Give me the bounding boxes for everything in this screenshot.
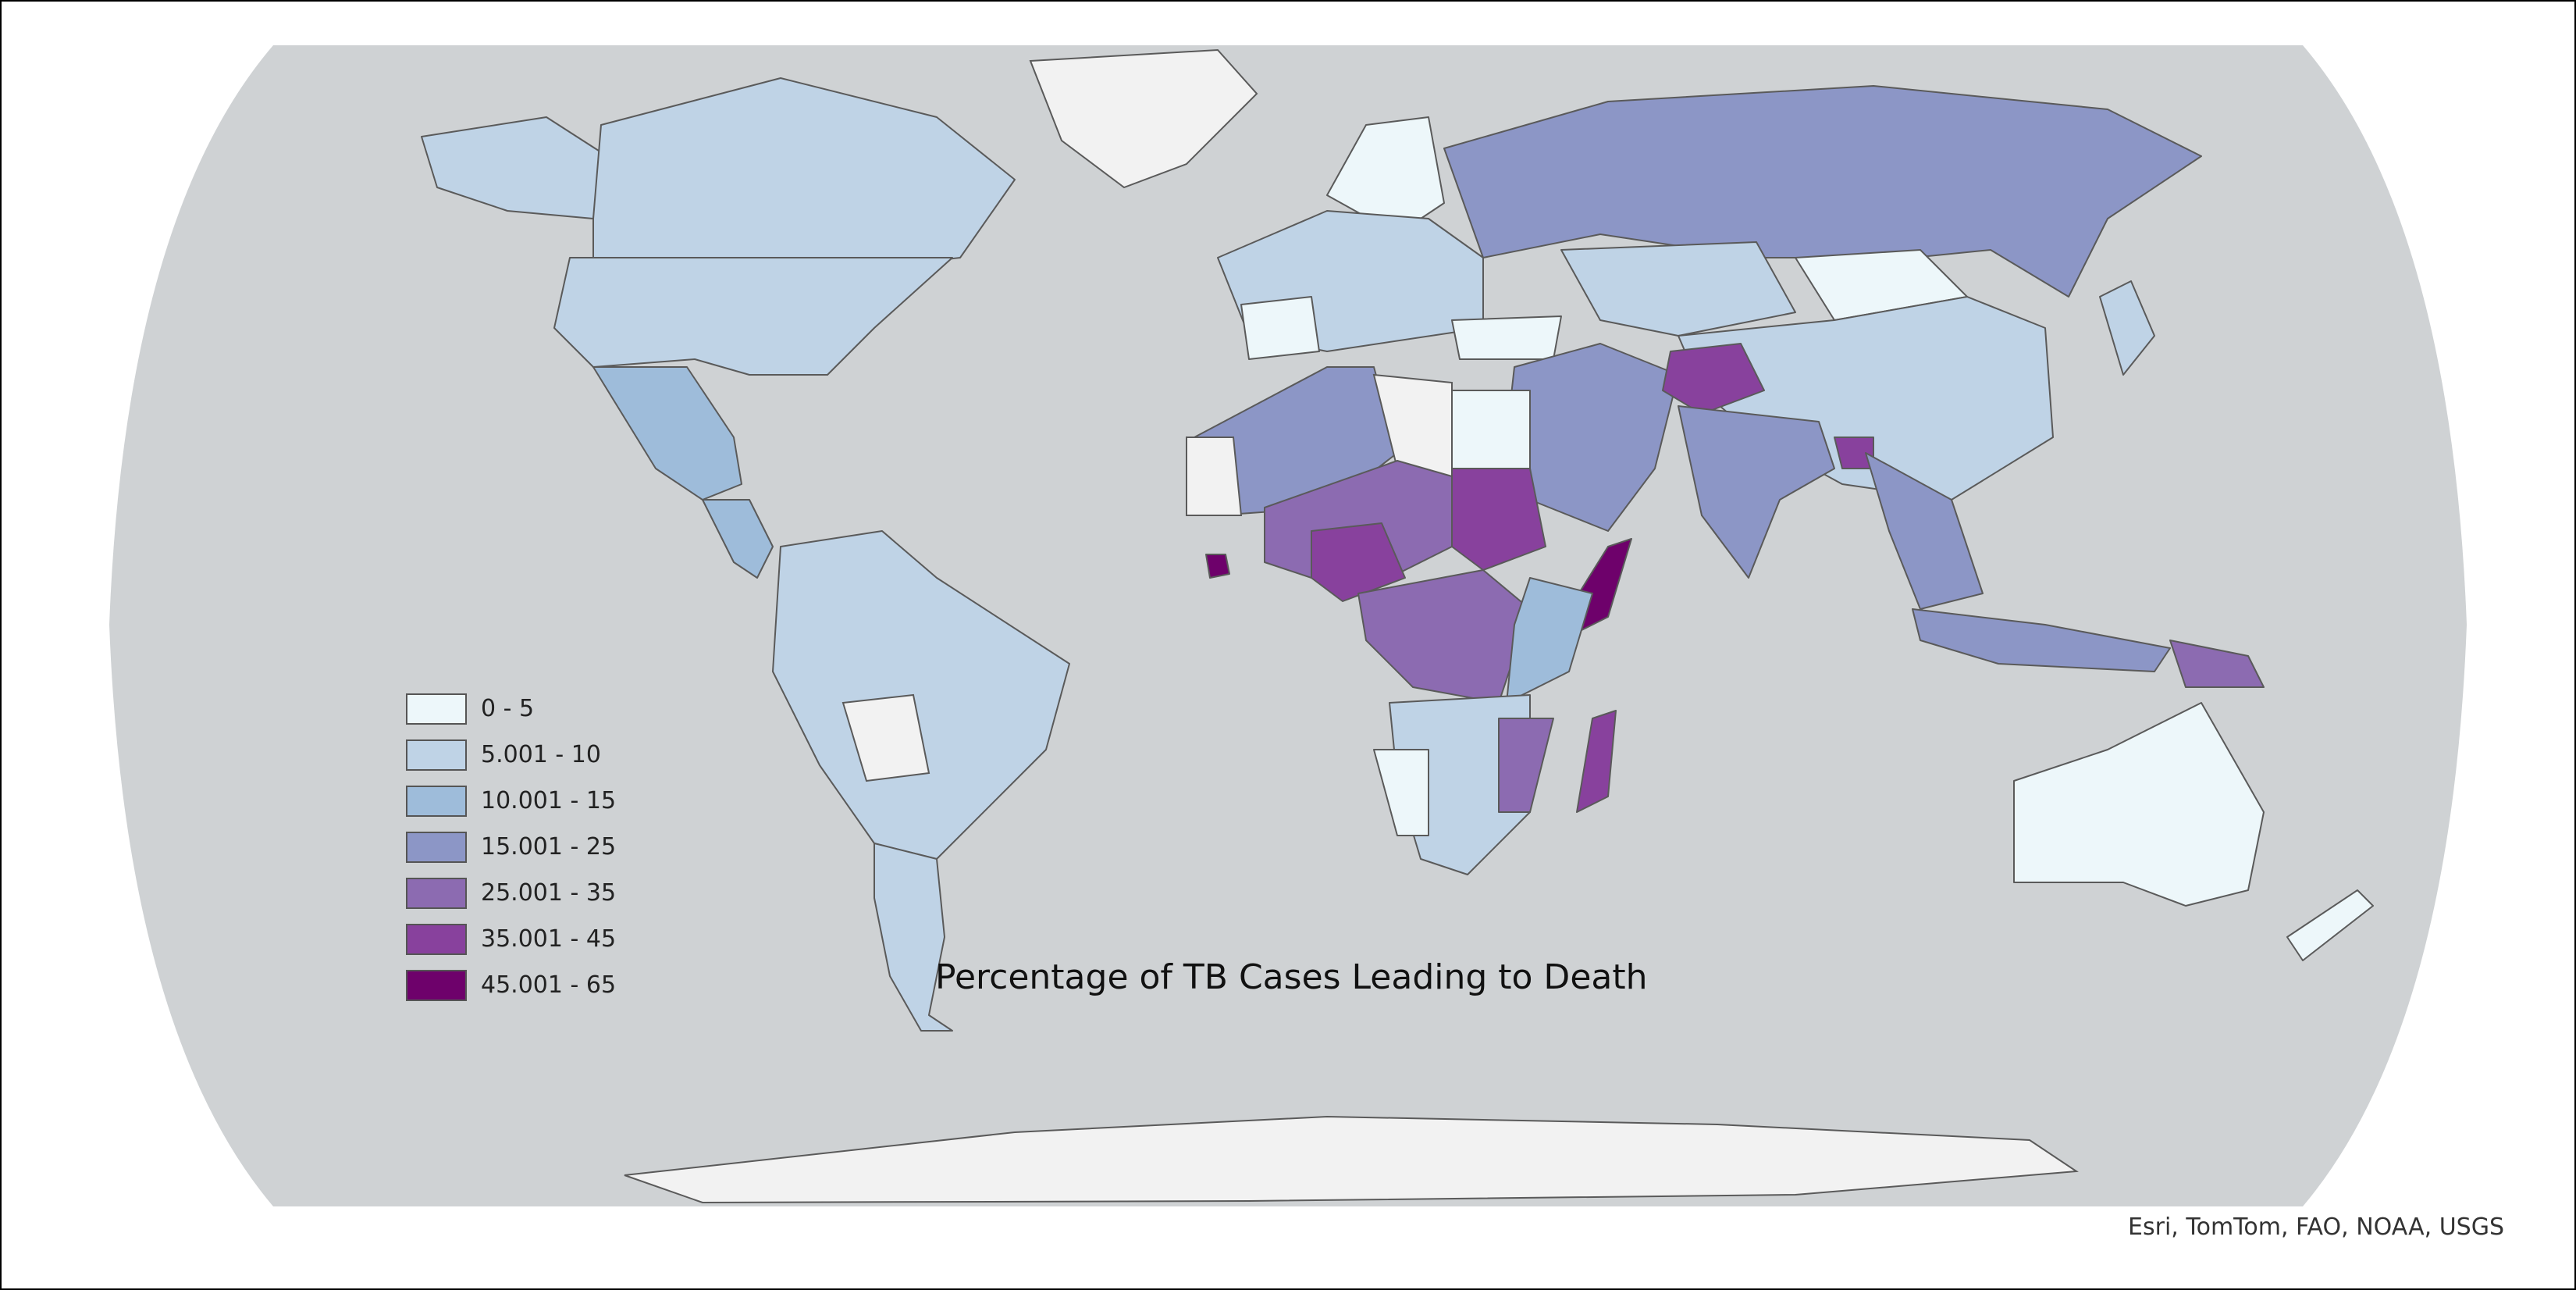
west-sahara-region	[1186, 437, 1243, 516]
mozambique-region	[1498, 718, 1554, 813]
map-title: Percentage of TB Cases Leading to Death	[935, 957, 1648, 997]
antarctica-region	[624, 1115, 2079, 1204]
south-america-south-region	[873, 843, 953, 1032]
legend-swatch	[406, 831, 467, 863]
map-legend: 0 - 5 5.001 - 10 10.001 - 15 15.001 - 25 25.…	[406, 686, 616, 1008]
legend-swatch	[406, 969, 467, 1001]
iberia-region	[1240, 296, 1320, 360]
sudan-region	[1451, 468, 1546, 571]
ocean	[109, 45, 2467, 1206]
southeast-asia-region	[1865, 452, 1984, 610]
legend-swatch	[406, 693, 467, 725]
legend-label: 10.001 - 15	[481, 787, 617, 814]
namibia-region	[1373, 749, 1429, 836]
liberia-region	[1205, 554, 1230, 579]
legend-item: 5.001 - 10	[406, 732, 616, 778]
south-america-north-region	[772, 530, 1070, 860]
nigeria-region	[1311, 522, 1406, 602]
legend-item: 15.001 - 25	[406, 824, 616, 870]
legend-item: 35.001 - 45	[406, 916, 616, 962]
russia-region	[1443, 85, 2202, 298]
india-region	[1678, 405, 1835, 579]
map-attribution: Esri, TomTom, FAO, NOAA, USGS	[2128, 1213, 2504, 1241]
usa-region	[553, 257, 953, 376]
new-zealand-region	[2286, 889, 2374, 961]
madagascar-region	[1576, 710, 1617, 813]
papua-region	[2169, 640, 2265, 688]
legend-swatch	[406, 923, 467, 955]
bolivia-region	[841, 693, 930, 782]
legend-swatch	[406, 877, 467, 909]
australia-region	[2013, 702, 2265, 907]
kazakhstan-region	[1560, 241, 1796, 337]
legend-item: 25.001 - 35	[406, 870, 616, 916]
indonesia-region	[1912, 608, 2171, 672]
legend-item: 10.001 - 15	[406, 778, 616, 824]
turkey-region	[1451, 315, 1562, 360]
legend-label: 0 - 5	[481, 695, 535, 722]
legend-label: 15.001 - 25	[481, 833, 617, 861]
legend-label: 35.001 - 45	[481, 925, 617, 953]
legend-swatch	[406, 739, 467, 771]
legend-label: 5.001 - 10	[481, 741, 601, 768]
japan-region	[2099, 280, 2155, 376]
legend-item: 0 - 5	[406, 686, 616, 732]
legend-item: 45.001 - 65	[406, 962, 616, 1008]
legend-label: 25.001 - 35	[481, 879, 617, 907]
central-america-region	[702, 499, 774, 579]
afghanistan-region	[1662, 343, 1765, 415]
bangladesh-region	[1834, 437, 1874, 469]
east-africa-region	[1506, 577, 1593, 704]
greenland-region	[1029, 48, 1258, 189]
legend-swatch	[406, 785, 467, 817]
mexico-region	[592, 366, 742, 501]
egypt-region	[1451, 390, 1531, 469]
legend-label: 45.001 - 65	[481, 971, 617, 999]
